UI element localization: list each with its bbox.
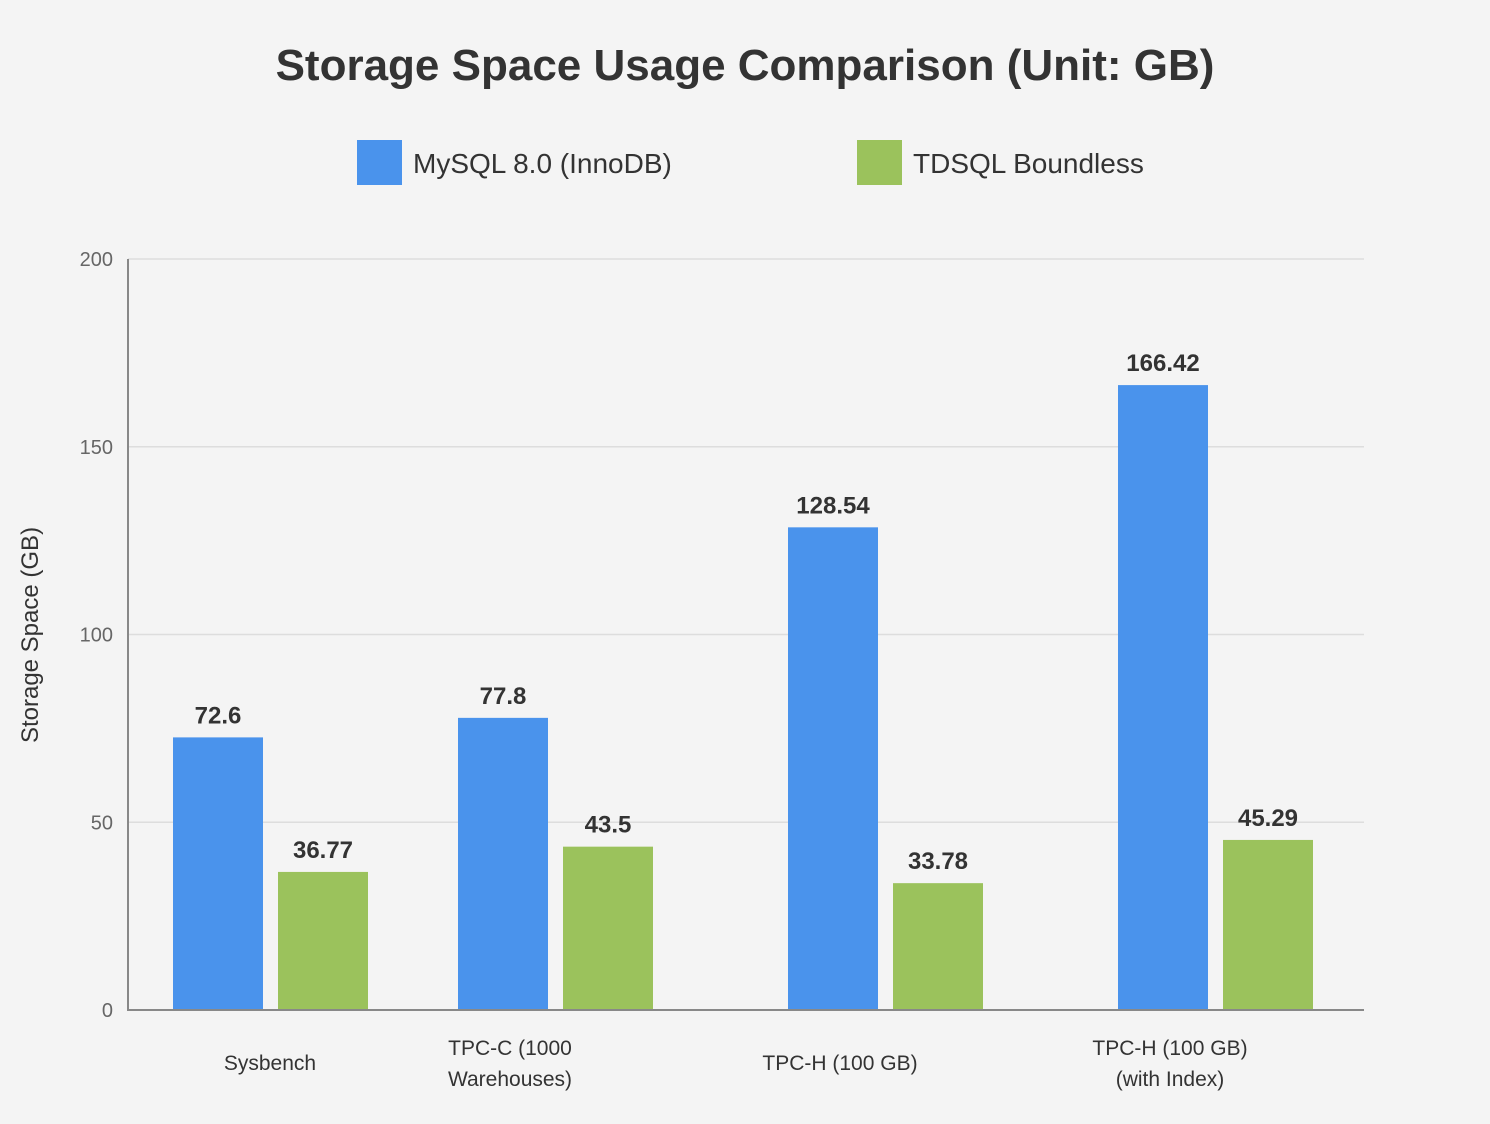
x-tick-label: TPC-C (1000 <box>448 1037 572 1060</box>
legend-label-mysql: MySQL 8.0 (InnoDB) <box>413 148 672 179</box>
bar <box>458 717 548 1010</box>
data-label: 128.54 <box>796 492 870 519</box>
data-label: 33.78 <box>908 848 968 875</box>
x-tick-label: Warehouses) <box>448 1068 572 1091</box>
data-label: 36.77 <box>293 837 353 864</box>
value-labels: 72.6 77.8 128.54 166.42 36.77 43.5 33.78 45.29 <box>195 350 1298 875</box>
x-tick-label: Sysbench <box>224 1052 316 1075</box>
data-label: 77.8 <box>480 683 527 710</box>
bar <box>788 527 878 1010</box>
y-tick-label: 0 <box>102 1000 113 1022</box>
legend: MySQL 8.0 (InnoDB) TDSQL Boundless <box>357 140 1144 185</box>
x-tick-label: (with Index) <box>1116 1068 1225 1091</box>
bars <box>173 385 1313 1010</box>
legend-label-tdsql: TDSQL Boundless <box>913 148 1144 179</box>
y-tick-label: 50 <box>91 812 113 834</box>
y-tick-label: 100 <box>80 625 113 647</box>
bar <box>1118 385 1208 1010</box>
y-axis-ticks: 0 50 100 150 200 <box>80 249 113 1022</box>
x-axis-ticks: Sysbench TPC-C (1000 Warehouses) TPC-H (100… <box>224 1037 1248 1091</box>
bar <box>563 846 653 1010</box>
data-label: 72.6 <box>195 702 242 729</box>
y-tick-label: 200 <box>80 249 113 271</box>
bar <box>278 871 368 1010</box>
bar <box>1223 839 1313 1010</box>
bar <box>893 883 983 1010</box>
y-tick-label: 150 <box>80 437 113 459</box>
data-label: 166.42 <box>1126 350 1199 377</box>
bar <box>173 737 263 1010</box>
y-axis-label: Storage Space (GB) <box>17 527 44 743</box>
legend-swatch-mysql <box>357 140 402 185</box>
x-tick-label: TPC-H (100 GB) <box>1092 1037 1247 1060</box>
data-label: 45.29 <box>1238 805 1298 832</box>
x-tick-label: TPC-H (100 GB) <box>762 1052 917 1075</box>
chart-title: Storage Space Usage Comparison (Unit: GB… <box>276 41 1215 90</box>
data-label: 43.5 <box>585 812 632 839</box>
legend-swatch-tdsql <box>857 140 902 185</box>
